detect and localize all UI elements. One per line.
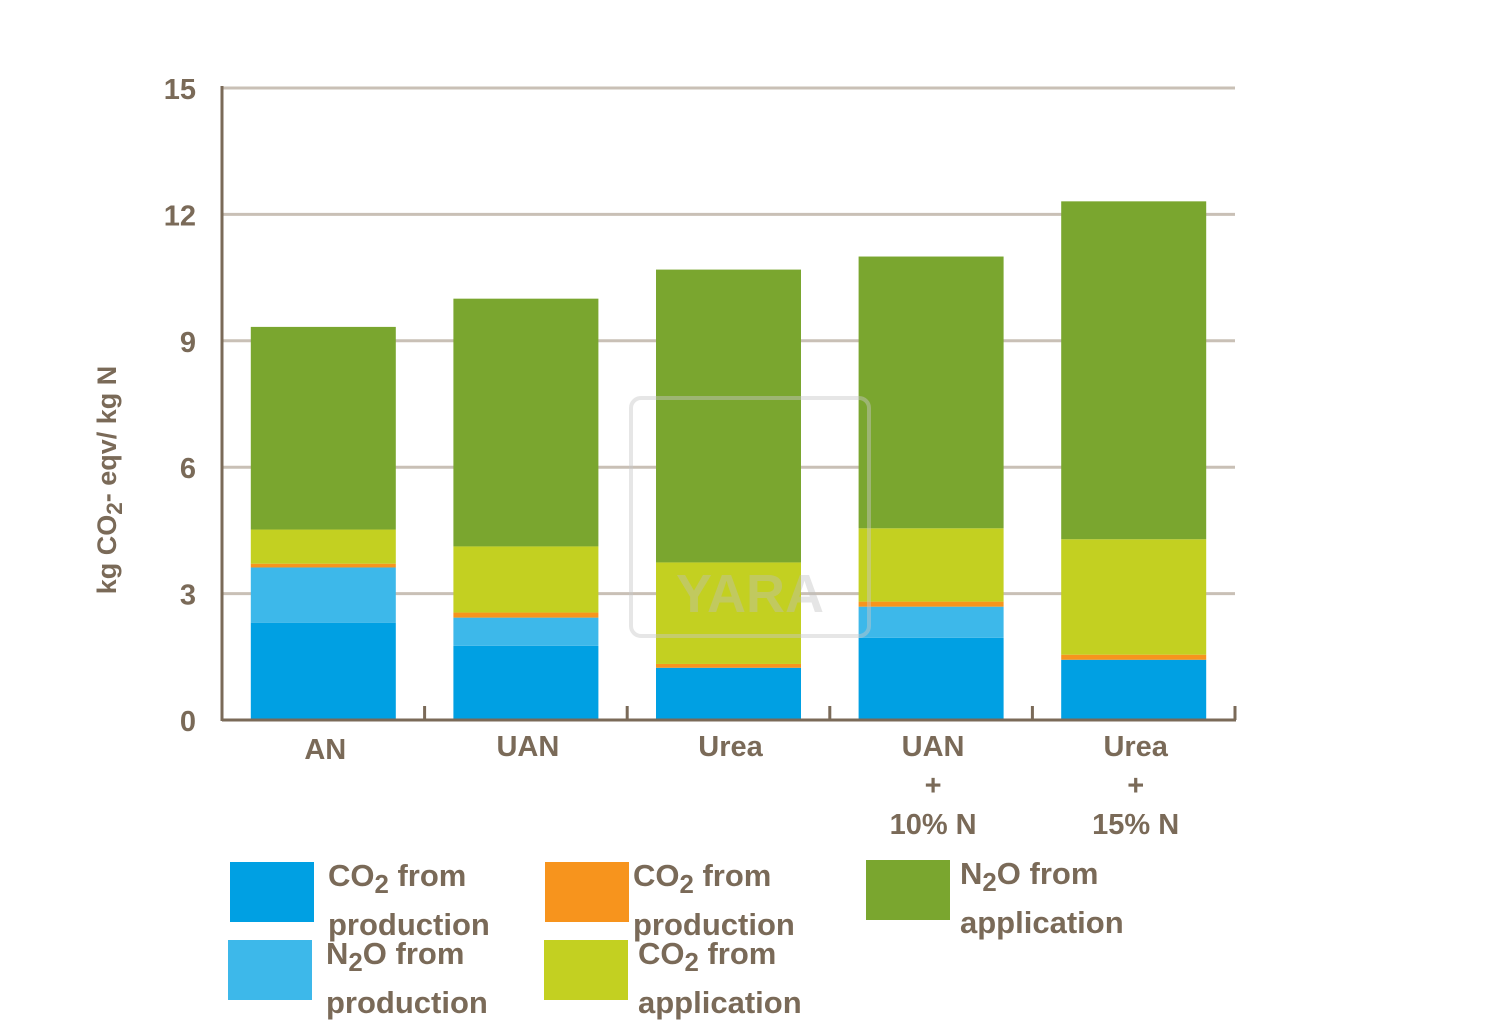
bar-segment-2 xyxy=(453,612,599,618)
legend-item-co2-production-orange: CO2 from production xyxy=(545,858,795,945)
bar-segment-0 xyxy=(250,622,396,720)
x-tick-label: AN xyxy=(304,734,346,766)
bar-segment-3 xyxy=(250,529,396,564)
y-tick-label: 9 xyxy=(180,327,196,359)
x-tick-label: Urea xyxy=(1103,731,1168,763)
x-tick-label: + xyxy=(1127,770,1144,802)
watermark-frame xyxy=(629,396,871,638)
bar-segment-0 xyxy=(1061,659,1207,720)
y-tick-label: 15 xyxy=(164,74,196,106)
bar-segment-1 xyxy=(250,567,396,623)
bar-segment-0 xyxy=(656,667,801,720)
bar-segment-1 xyxy=(453,617,599,646)
legend-swatch xyxy=(228,940,312,1000)
bar-segment-3 xyxy=(1061,539,1207,655)
y-axis-label: kg CO2- eqv/ kg N xyxy=(91,365,128,595)
bar-segment-4 xyxy=(1061,201,1207,540)
legend-swatch xyxy=(866,860,950,920)
bar-segment-3 xyxy=(858,528,1004,602)
bar-segment-2 xyxy=(656,663,801,668)
legend-swatch xyxy=(544,940,628,1000)
bar-segment-2 xyxy=(250,563,396,568)
x-tick-label: 10% N xyxy=(890,809,977,841)
bar-segment-4 xyxy=(858,256,1004,529)
bar-segment-4 xyxy=(453,298,599,547)
bar-segment-4 xyxy=(250,326,396,530)
y-tick-label: 3 xyxy=(180,580,196,612)
legend-item-co2-production: CO2 from production xyxy=(230,858,490,945)
x-tick-label: Urea xyxy=(698,731,763,763)
legend-swatch xyxy=(230,862,314,922)
legend-item-n2o-production: N2O from production xyxy=(228,936,488,1023)
y-tick-label: 0 xyxy=(180,706,196,738)
y-tick-label: 6 xyxy=(180,453,196,485)
x-tick-label: UAN xyxy=(902,731,965,763)
bar-segment-1 xyxy=(858,606,1004,638)
watermark-logo: YARA xyxy=(676,564,824,624)
legend-item-n2o-application: N2O from application xyxy=(866,856,1124,943)
legend-swatch xyxy=(545,862,629,922)
legend-item-co2-application: CO2 from application xyxy=(544,936,802,1023)
x-tick-label: 15% N xyxy=(1092,809,1179,841)
bar-segment-2 xyxy=(1061,654,1207,660)
x-tick-label: + xyxy=(925,770,942,802)
x-tick-label: UAN xyxy=(496,731,559,763)
y-tick-label: 12 xyxy=(164,200,196,232)
bar-segment-3 xyxy=(453,546,599,613)
bar-segment-2 xyxy=(858,601,1004,607)
bar-segment-4 xyxy=(656,269,801,563)
bar-segment-0 xyxy=(858,637,1004,720)
bar-segment-0 xyxy=(453,645,599,720)
bar-segment-3 xyxy=(656,562,801,664)
